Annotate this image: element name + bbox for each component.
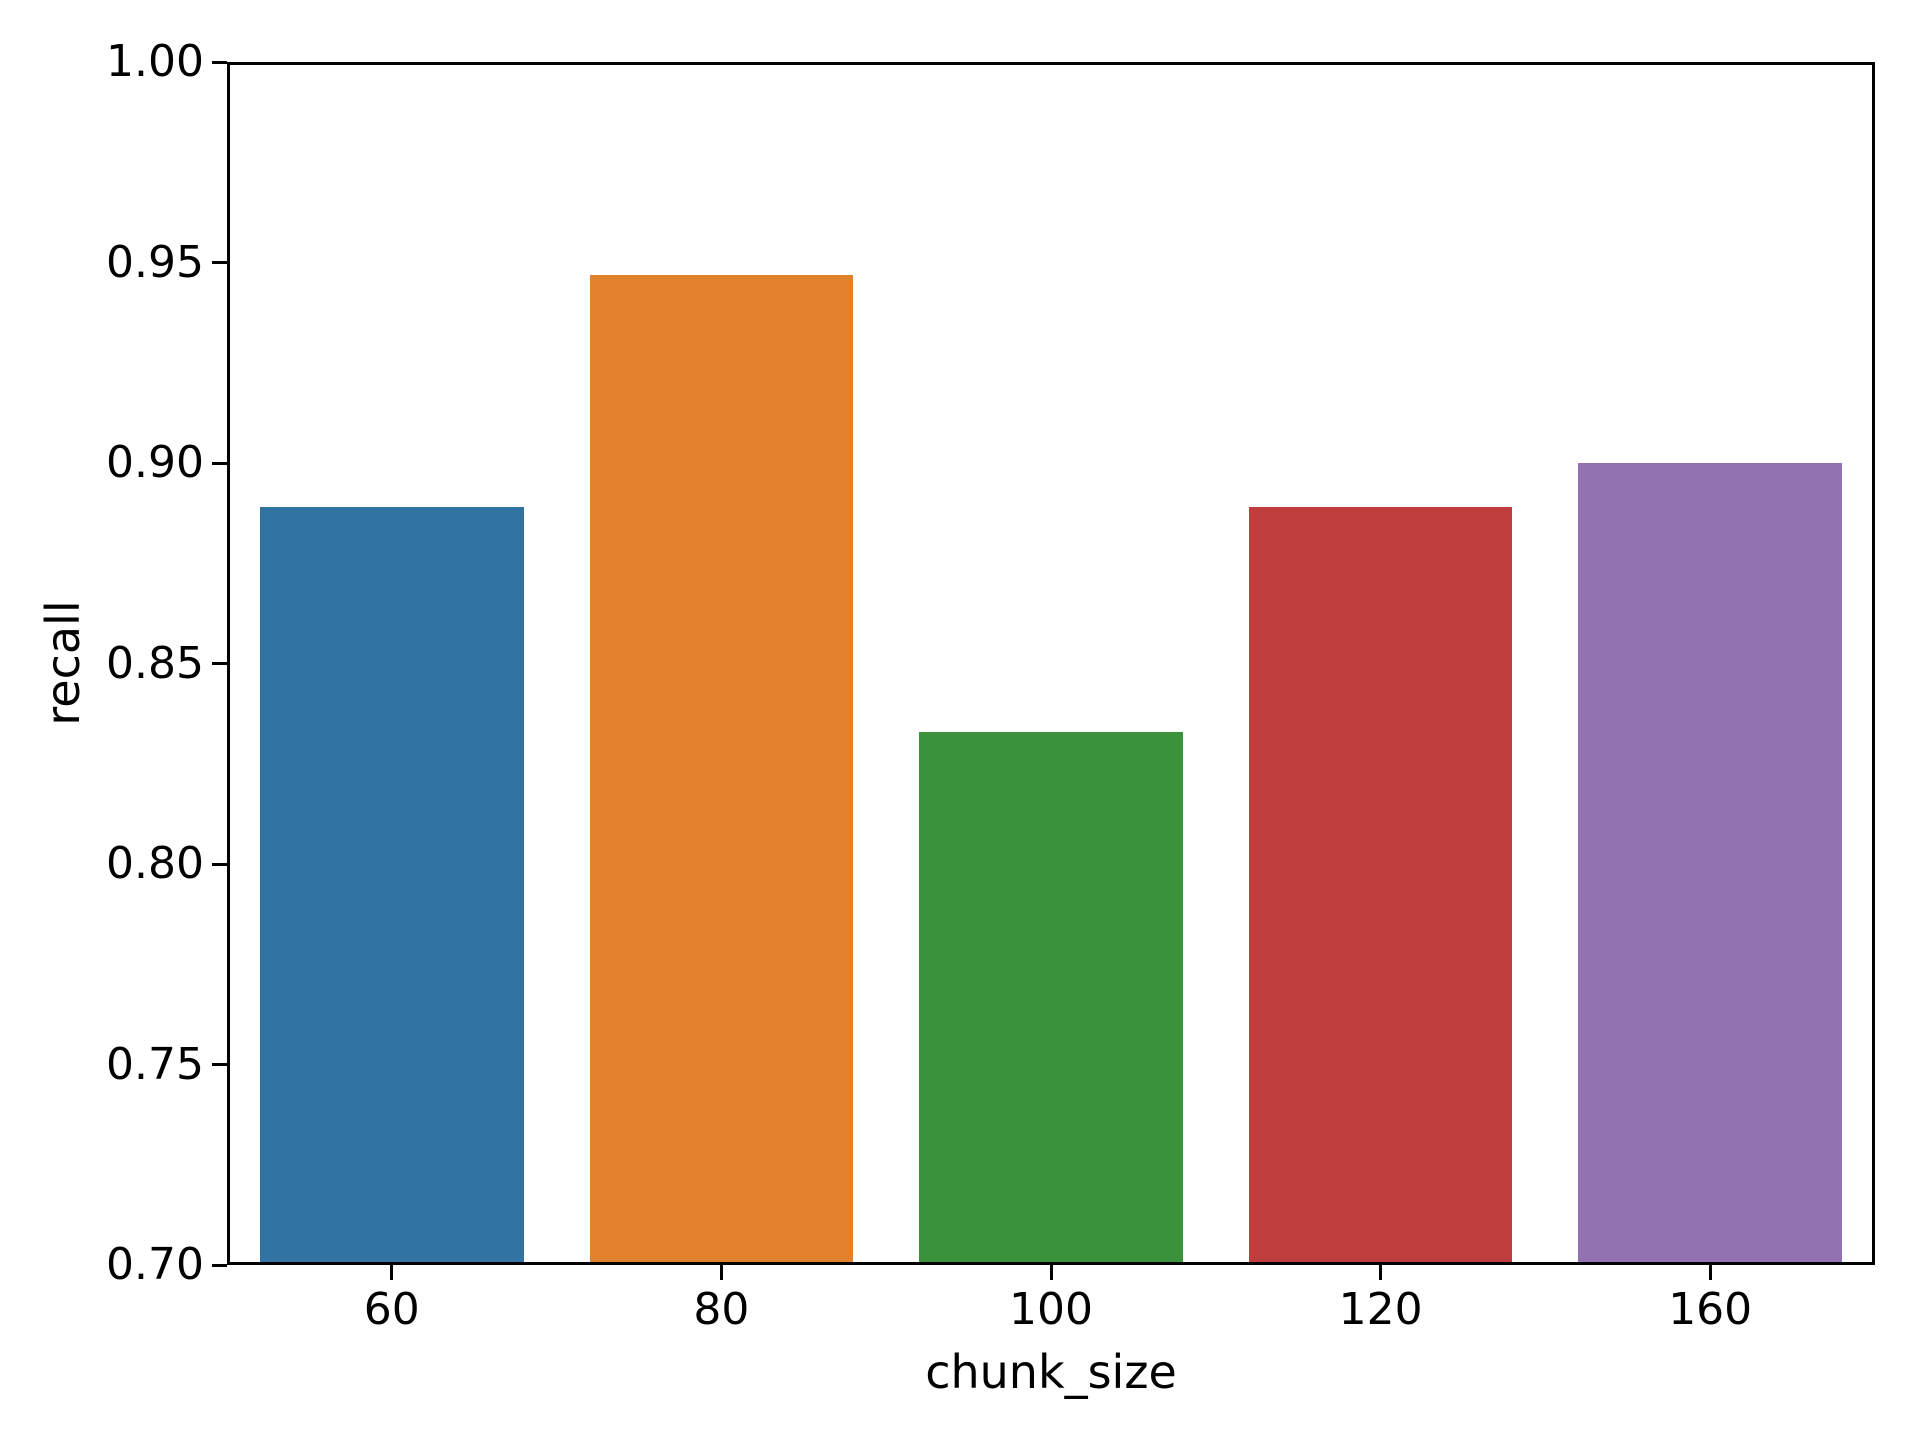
bar-100 xyxy=(919,731,1183,1265)
y-tick-mark xyxy=(212,461,227,465)
x-tick-label: 100 xyxy=(1009,1284,1093,1335)
bar-80 xyxy=(589,274,854,1265)
bar-160 xyxy=(1578,463,1843,1265)
y-tick-label: 0.70 xyxy=(106,1239,204,1290)
x-tick-label: 120 xyxy=(1338,1284,1423,1335)
y-tick-label: 0.75 xyxy=(106,1038,204,1090)
x-tick-mark xyxy=(1049,1265,1053,1280)
y-tick-mark xyxy=(212,662,227,665)
y-tick-label: 0.95 xyxy=(106,236,204,288)
y-tick-label: 0.90 xyxy=(106,437,204,488)
x-tick-label: 60 xyxy=(363,1284,420,1335)
x-axis-label: chunk_size xyxy=(925,1345,1177,1399)
y-tick-label: 1.00 xyxy=(106,36,204,87)
y-tick-mark xyxy=(212,261,227,264)
y-tick-mark xyxy=(212,1263,227,1267)
bar-60 xyxy=(259,507,524,1265)
x-tick-mark xyxy=(1379,1265,1383,1280)
x-tick-mark xyxy=(1708,1265,1712,1280)
y-tick-mark xyxy=(212,1063,227,1066)
x-tick-label: 160 xyxy=(1668,1284,1753,1335)
y-tick-label: 0.80 xyxy=(106,838,204,889)
y-tick-mark xyxy=(212,862,227,866)
x-tick-mark xyxy=(390,1265,394,1280)
x-tick-label: 80 xyxy=(693,1284,750,1335)
x-tick-mark xyxy=(719,1265,723,1280)
y-tick-mark xyxy=(212,60,227,64)
bar-120 xyxy=(1248,507,1513,1265)
y-tick-label: 0.85 xyxy=(106,637,204,689)
y-axis-label: recall xyxy=(36,600,90,726)
